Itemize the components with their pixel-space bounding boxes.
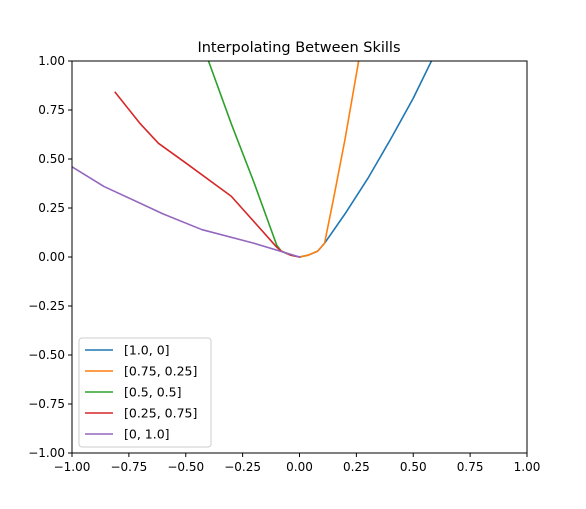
y-tick-label: −0.25 bbox=[28, 299, 65, 313]
x-tick-label: −1.00 bbox=[54, 460, 91, 474]
legend: [1.0, 0] [0.75, 0.25] [0.5, 0.5] [0.25, 0.7… bbox=[78, 337, 212, 448]
axis-ticks: −1.00 −0.75 −0.50 −0.25 0.00 0.25 0.50 0.75 1.00… bbox=[28, 54, 540, 474]
series-layer bbox=[72, 61, 433, 258]
series-line-2 bbox=[207, 61, 301, 258]
legend-label-3: [0.25, 0.75] bbox=[124, 406, 197, 421]
x-tick-label: −0.50 bbox=[167, 460, 204, 474]
y-tick-label: −1.00 bbox=[28, 446, 65, 460]
x-tick-label: −0.25 bbox=[224, 460, 261, 474]
legend-label-4: [0, 1.0] bbox=[124, 427, 170, 442]
x-tick-label: 0.50 bbox=[400, 460, 427, 474]
series-line-1 bbox=[298, 61, 360, 258]
x-tick-label: 1.00 bbox=[514, 460, 541, 474]
y-tick-label: 1.00 bbox=[38, 54, 65, 68]
legend-label-1: [0.75, 0.25] bbox=[124, 364, 197, 379]
y-tick-label: 0.00 bbox=[38, 250, 65, 264]
y-tick-label: 0.75 bbox=[38, 103, 65, 117]
y-tick-label: −0.50 bbox=[28, 348, 65, 362]
y-tick-label: 0.25 bbox=[38, 201, 65, 215]
legend-label-0: [1.0, 0] bbox=[124, 343, 170, 358]
series-line-0 bbox=[298, 61, 433, 258]
chart-title: Interpolating Between Skills bbox=[197, 40, 400, 56]
x-tick-label: 0.25 bbox=[343, 460, 370, 474]
x-tick-label: −0.75 bbox=[110, 460, 147, 474]
x-tick-label: 0.75 bbox=[457, 460, 484, 474]
y-tick-label: 0.50 bbox=[38, 152, 65, 166]
series-line-4 bbox=[72, 165, 301, 258]
legend-box bbox=[78, 337, 212, 448]
x-tick-label: 0.00 bbox=[286, 460, 313, 474]
legend-label-2: [0.5, 0.5] bbox=[124, 385, 181, 400]
y-tick-label: −0.75 bbox=[28, 397, 65, 411]
